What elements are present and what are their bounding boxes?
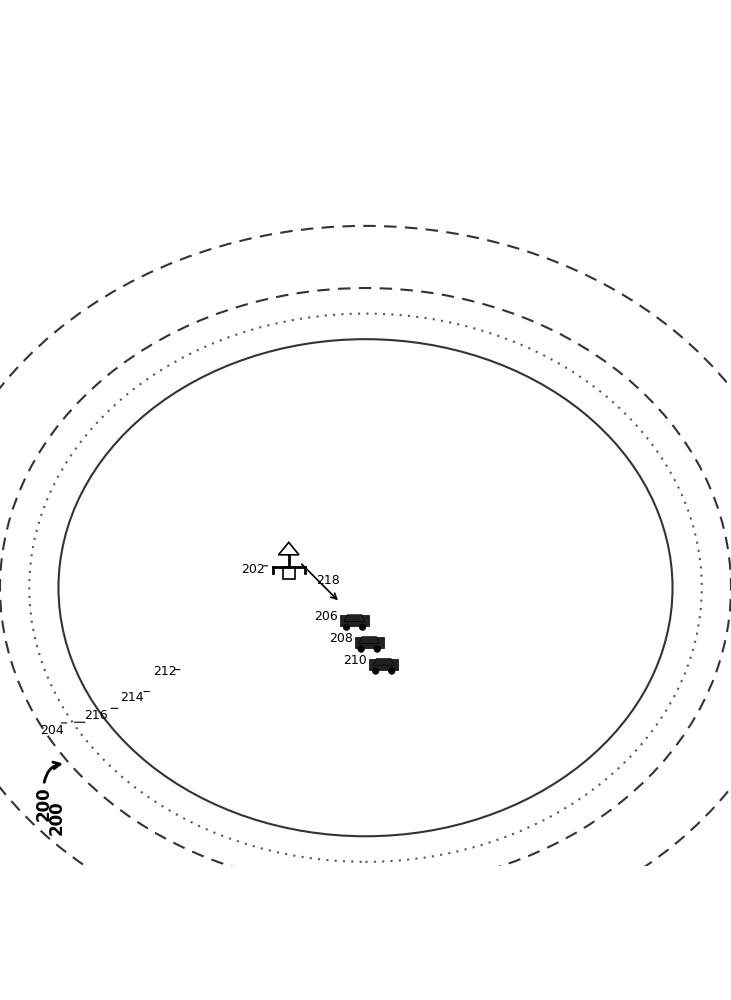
Text: 210: 210 [344,654,367,667]
Polygon shape [374,659,394,665]
Bar [340,615,369,626]
Circle shape [373,668,379,674]
Text: 206: 206 [314,610,338,623]
FancyArrowPatch shape [45,762,60,782]
Text: 212: 212 [154,665,177,678]
Polygon shape [344,615,365,621]
Text: 216: 216 [84,709,107,722]
Polygon shape [359,637,379,643]
Bar [283,567,295,579]
Bar [355,637,384,648]
Text: 204: 204 [40,724,64,737]
Circle shape [389,668,395,674]
Text: 208: 208 [329,632,353,645]
Circle shape [360,624,366,630]
Circle shape [344,624,349,630]
Circle shape [358,646,364,652]
Text: 218: 218 [317,574,340,587]
Text: 200: 200 [35,786,53,821]
Circle shape [374,646,380,652]
Bar [369,659,398,670]
Text: 202: 202 [241,563,265,576]
Text: 200: 200 [48,801,66,835]
Text: 214: 214 [121,691,144,704]
